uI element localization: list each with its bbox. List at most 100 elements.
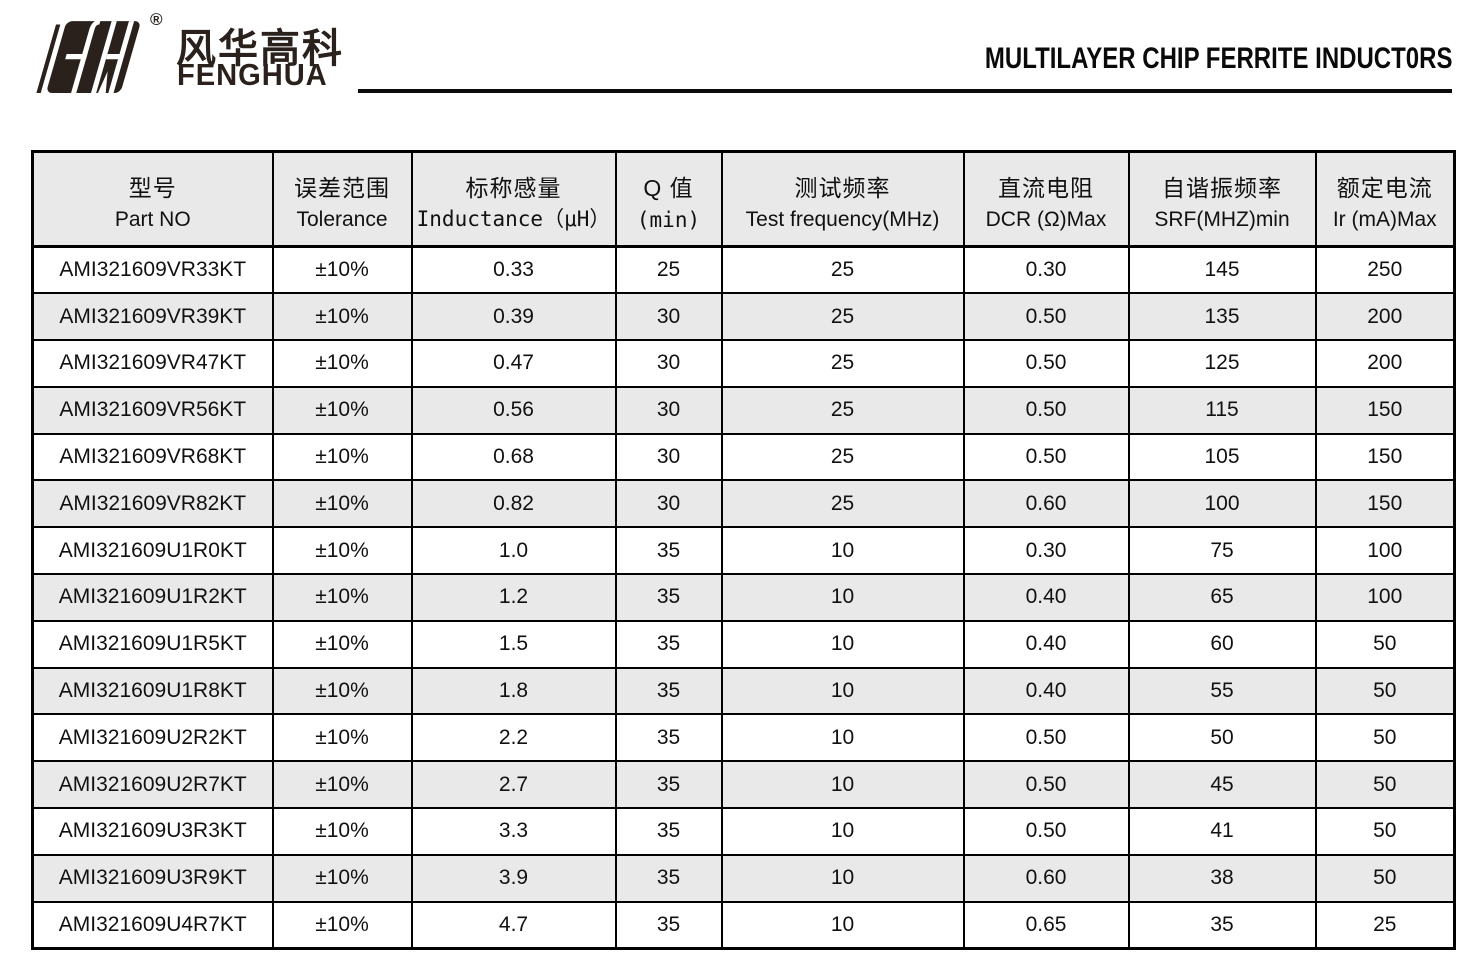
table-cell: 50	[1314, 807, 1456, 856]
table-cell: 30	[614, 292, 723, 342]
table-cell: ±10%	[271, 900, 413, 950]
table-row: AMI321609U1R8KT ±10% 1.8 35 10 0.40 55 50	[31, 666, 1456, 716]
table-cell: 0.60	[962, 479, 1130, 529]
column-label-en: Part NO	[114, 208, 191, 231]
table-cell: 38	[1127, 853, 1317, 903]
header-rule	[358, 89, 1452, 93]
table-cell: 105	[1127, 432, 1317, 482]
table-cell: 50	[1127, 713, 1317, 763]
table-row: AMI321609VR47KT ±10% 0.47 30 25 0.50 125 200	[31, 339, 1456, 388]
part-no-cell: AMI321609U1R8KT	[31, 666, 274, 716]
brand-name-chinese: 风华高科	[176, 27, 344, 71]
column-label-cn: 额定电流	[1336, 175, 1433, 201]
table-cell: ±10%	[271, 619, 413, 669]
column-header-5: 测试频率 Test frequency(MHz)	[720, 150, 965, 248]
table-cell: 65	[1127, 573, 1317, 622]
column-header-8: 额定电流 Ir (mA)Max	[1314, 150, 1456, 248]
column-label-en: (min)	[636, 208, 701, 232]
table-cell: ±10%	[271, 479, 413, 529]
table-cell: 30	[614, 432, 723, 482]
table-cell: 10	[720, 526, 965, 576]
part-no-cell: AMI321609VR56KT	[31, 385, 274, 435]
table-cell: ±10%	[271, 432, 413, 482]
table-cell: 10	[720, 807, 965, 856]
table-row: AMI321609U1R2KT ±10% 1.2 35 10 0.40 65 100	[31, 573, 1456, 622]
table-cell: 25	[720, 479, 965, 529]
part-no-cell: AMI321609U4R7KT	[31, 900, 274, 950]
table-cell: 145	[1127, 245, 1317, 295]
table-cell: 0.60	[962, 853, 1130, 903]
column-label-cn: 标称感量	[465, 175, 562, 201]
table-cell: 10	[720, 853, 965, 903]
table-cell: 10	[720, 619, 965, 669]
part-no-cell: AMI321609U2R2KT	[31, 713, 274, 763]
table-cell: 0.40	[962, 666, 1130, 716]
table-cell: 10	[720, 573, 965, 622]
column-label-en: Inductance（μH）	[416, 207, 611, 231]
table-header: 型号 Part NO 误差范围 Tolerance 标称感量 Inductance（μH）…	[31, 150, 1456, 248]
table-row: AMI321609U2R7KT ±10% 2.7 35 10 0.50 45 50	[31, 760, 1456, 810]
column-header-3: 标称感量 Inductance（μH）	[410, 150, 617, 248]
column-label-en: SRF(MHZ)min	[1154, 208, 1290, 231]
table-cell: 0.50	[962, 339, 1130, 388]
table-cell: ±10%	[271, 385, 413, 435]
table-cell: 3.9	[410, 853, 617, 903]
table-cell: 10	[720, 666, 965, 716]
table-cell: 0.50	[962, 713, 1130, 763]
table-cell: 135	[1127, 292, 1317, 342]
table-cell: 1.8	[410, 666, 617, 716]
table-cell: 25	[1314, 900, 1456, 950]
table-row: AMI321609VR56KT ±10% 0.56 30 25 0.50 115 150	[31, 385, 1456, 435]
table-cell: 25	[720, 292, 965, 342]
column-label-cn: 自谐振频率	[1162, 175, 1282, 201]
table-cell: 50	[1314, 666, 1456, 716]
table-cell: 0.50	[962, 292, 1130, 342]
column-label-en: Test frequency(MHz)	[745, 208, 940, 231]
table-cell: 100	[1127, 479, 1317, 529]
table-row: AMI321609U1R0KT ±10% 1.0 35 10 0.30 75 100	[31, 526, 1456, 576]
table-cell: 3.3	[410, 807, 617, 856]
table-cell: ±10%	[271, 292, 413, 342]
table-cell: 150	[1314, 432, 1456, 482]
table-cell: ±10%	[271, 666, 413, 716]
table-cell: ±10%	[271, 853, 413, 903]
table-row: AMI321609VR68KT ±10% 0.68 30 25 0.50 105 150	[31, 432, 1456, 482]
table-row: AMI321609VR33KT ±10% 0.33 25 25 0.30 145 250	[31, 245, 1456, 295]
table-cell: 0.65	[962, 900, 1130, 950]
table-cell: ±10%	[271, 339, 413, 388]
column-label-cn: Q 值	[643, 175, 694, 201]
table-cell: 0.47	[410, 339, 617, 388]
table-cell: 150	[1314, 479, 1456, 529]
table-cell: 0.82	[410, 479, 617, 529]
column-header-6: 直流电阻 DCR (Ω)Max	[962, 150, 1130, 248]
page-title: MULTILAYER CHIP FERRITE INDUCT0RS	[984, 42, 1452, 75]
column-label-en: DCR (Ω)Max	[985, 208, 1107, 231]
table-cell: 1.0	[410, 526, 617, 576]
table-row: AMI321609U3R3KT ±10% 3.3 35 10 0.50 41 50	[31, 807, 1456, 856]
table-cell: 55	[1127, 666, 1317, 716]
part-no-cell: AMI321609VR39KT	[31, 292, 274, 342]
table-cell: ±10%	[271, 760, 413, 810]
table-cell: 200	[1314, 339, 1456, 388]
table-cell: 75	[1127, 526, 1317, 576]
table-cell: 0.68	[410, 432, 617, 482]
table-cell: 35	[614, 713, 723, 763]
table-row: AMI321609U4R7KT ±10% 4.7 35 10 0.65 35 25	[31, 900, 1456, 950]
table-cell: 35	[614, 573, 723, 622]
part-no-cell: AMI321609VR68KT	[31, 432, 274, 482]
table-cell: 10	[720, 900, 965, 950]
table-cell: 125	[1127, 339, 1317, 388]
part-no-cell: AMI321609U3R9KT	[31, 853, 274, 903]
table-cell: 2.2	[410, 713, 617, 763]
table-cell: 0.40	[962, 573, 1130, 622]
column-label-cn: 测试频率	[794, 175, 891, 201]
table-cell: 0.50	[962, 432, 1130, 482]
column-header-2: 误差范围 Tolerance	[271, 150, 413, 248]
table-cell: 35	[614, 853, 723, 903]
table-cell: 100	[1314, 573, 1456, 622]
table-cell: 30	[614, 385, 723, 435]
table-cell: 25	[720, 339, 965, 388]
table-row: AMI321609VR39KT ±10% 0.39 30 25 0.50 135 200	[31, 292, 1456, 342]
table-cell: ±10%	[271, 713, 413, 763]
